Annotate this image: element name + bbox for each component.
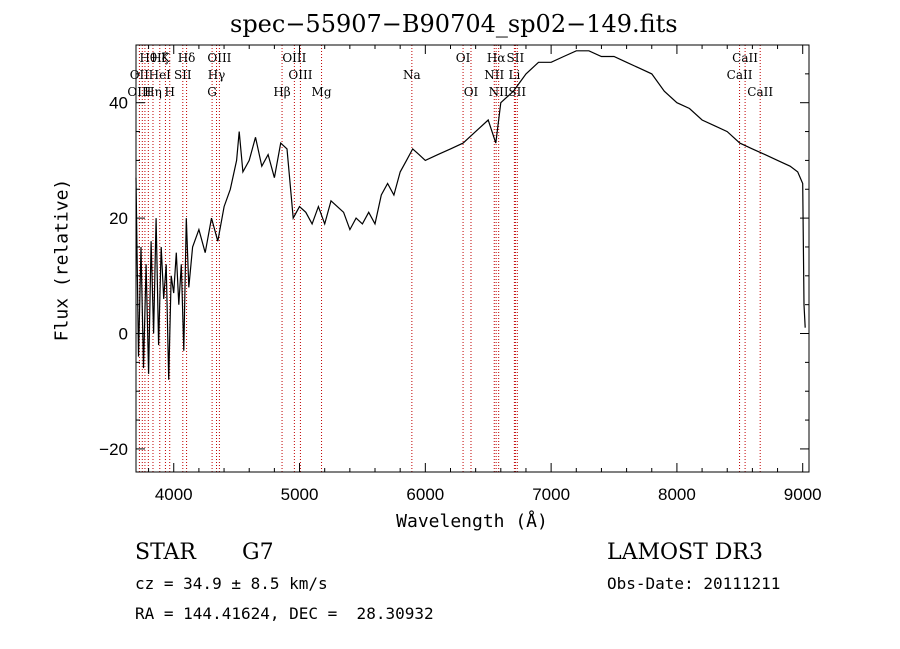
redshift-text: cz = 34.9 ± 8.5 km/s (135, 574, 328, 593)
x-tick-label-4000: 4000 (155, 485, 193, 504)
y-tick-label--20: −20 (99, 440, 128, 459)
x-axis: 4000 5000 6000 7000 8000 9000 (148, 45, 822, 504)
y-tick-label-0: 0 (119, 325, 128, 344)
line-label-19: OIII (127, 85, 151, 99)
line-label-23: Hβ (273, 85, 290, 99)
line-label-28: CaII (747, 85, 773, 99)
line-label-2: K (161, 51, 171, 65)
y-axis-label: Flux (relative) (51, 178, 73, 342)
line-label-5: OIII (282, 51, 306, 65)
spectrum-line (135, 50, 806, 380)
line-label-15: Na (403, 68, 421, 82)
line-label-7: Hα (487, 51, 506, 65)
y-tick-label-20: 20 (109, 209, 128, 228)
line-label-8: SII (507, 51, 525, 65)
survey-name: LAMOST DR3 (607, 540, 763, 565)
chart-title: spec−55907−B90704_sp02−149.fits (230, 10, 678, 38)
line-label-20: Hη (144, 85, 162, 99)
line-label-17: Li (508, 68, 520, 82)
line-label-22: G (207, 85, 217, 99)
line-label-4: OIII (207, 51, 231, 65)
line-label-14: OIII (288, 68, 312, 82)
x-tick-label-5000: 5000 (281, 485, 319, 504)
emission-line-markers (138, 45, 761, 472)
line-label-9: CaII (732, 51, 758, 65)
x-tick-label-6000: 6000 (406, 485, 444, 504)
line-label-26: NII (489, 85, 509, 99)
x-axis-label: Wavelength (Å) (396, 511, 548, 532)
line-label-1: Hζ (151, 51, 168, 65)
line-label-24: Mg (312, 85, 332, 99)
line-label-21: H (164, 85, 174, 99)
x-tick-label-8000: 8000 (658, 485, 696, 504)
plot-frame (135, 44, 810, 473)
coordinates: RA = 144.41624, DEC = 28.30932 (135, 604, 434, 623)
line-label-10: OII (130, 68, 150, 82)
line-label-25: OI (464, 85, 479, 99)
object-subclass: G7 (242, 540, 274, 565)
line-label-16: NII (484, 68, 504, 82)
line-label-12: SII (174, 68, 192, 82)
line-label-3: Hδ (178, 51, 196, 65)
y-tick-label-40: 40 (109, 94, 128, 113)
x-tick-label-9000: 9000 (784, 485, 822, 504)
object-class: STAR (135, 540, 196, 565)
x-tick-label-7000: 7000 (532, 485, 570, 504)
obs-date: Obs-Date: 20111211 (607, 574, 781, 593)
line-label-6: OI (456, 51, 471, 65)
line-label-18: CaII (727, 68, 753, 82)
y-axis: −20 0 20 40 (99, 73, 809, 459)
line-label-11: HeI (149, 68, 172, 82)
line-label-0: Hθ (139, 51, 157, 65)
line-label-27: SII (508, 85, 526, 99)
line-label-13: Hγ (208, 68, 226, 82)
